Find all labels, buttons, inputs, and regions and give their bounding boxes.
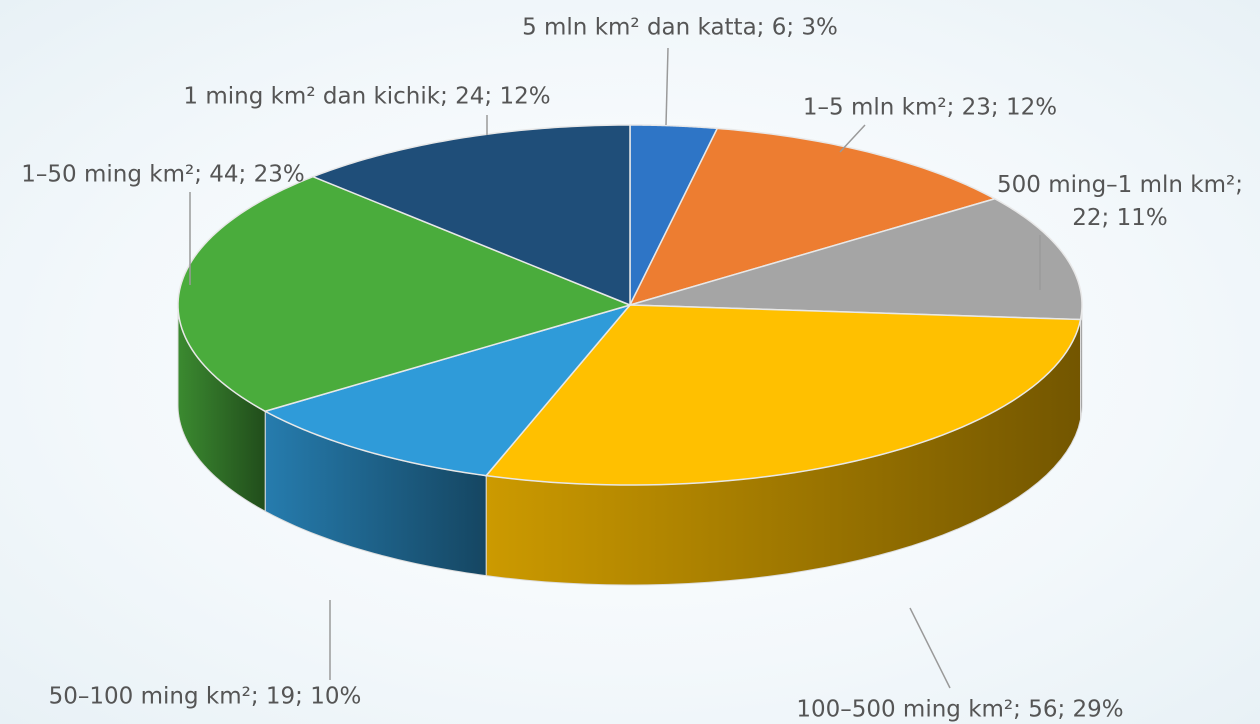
data-label: 500 ming–1 mln km²; 22; 11%	[997, 172, 1243, 231]
slice	[310, 124, 631, 307]
slice	[263, 303, 633, 477]
leader-line	[839, 124, 866, 153]
slice	[484, 304, 1082, 486]
data-label: 50–100 ming km²; 19; 10%	[49, 684, 362, 710]
leader-line	[909, 607, 951, 689]
data-label: 1 ming km² dan kichik; 24; 12%	[183, 84, 550, 110]
data-label: 5 mln km² dan katta; 6; 3%	[522, 15, 838, 41]
data-label: 100–500 ming km²; 56; 29%	[796, 697, 1123, 723]
slice	[177, 175, 633, 413]
data-label: 1–50 ming km²; 44; 23%	[21, 162, 304, 188]
leader-line	[665, 47, 669, 126]
data-label: 1–5 mln km²; 23; 12%	[803, 95, 1057, 121]
slice	[629, 197, 1083, 321]
slice	[628, 127, 997, 307]
